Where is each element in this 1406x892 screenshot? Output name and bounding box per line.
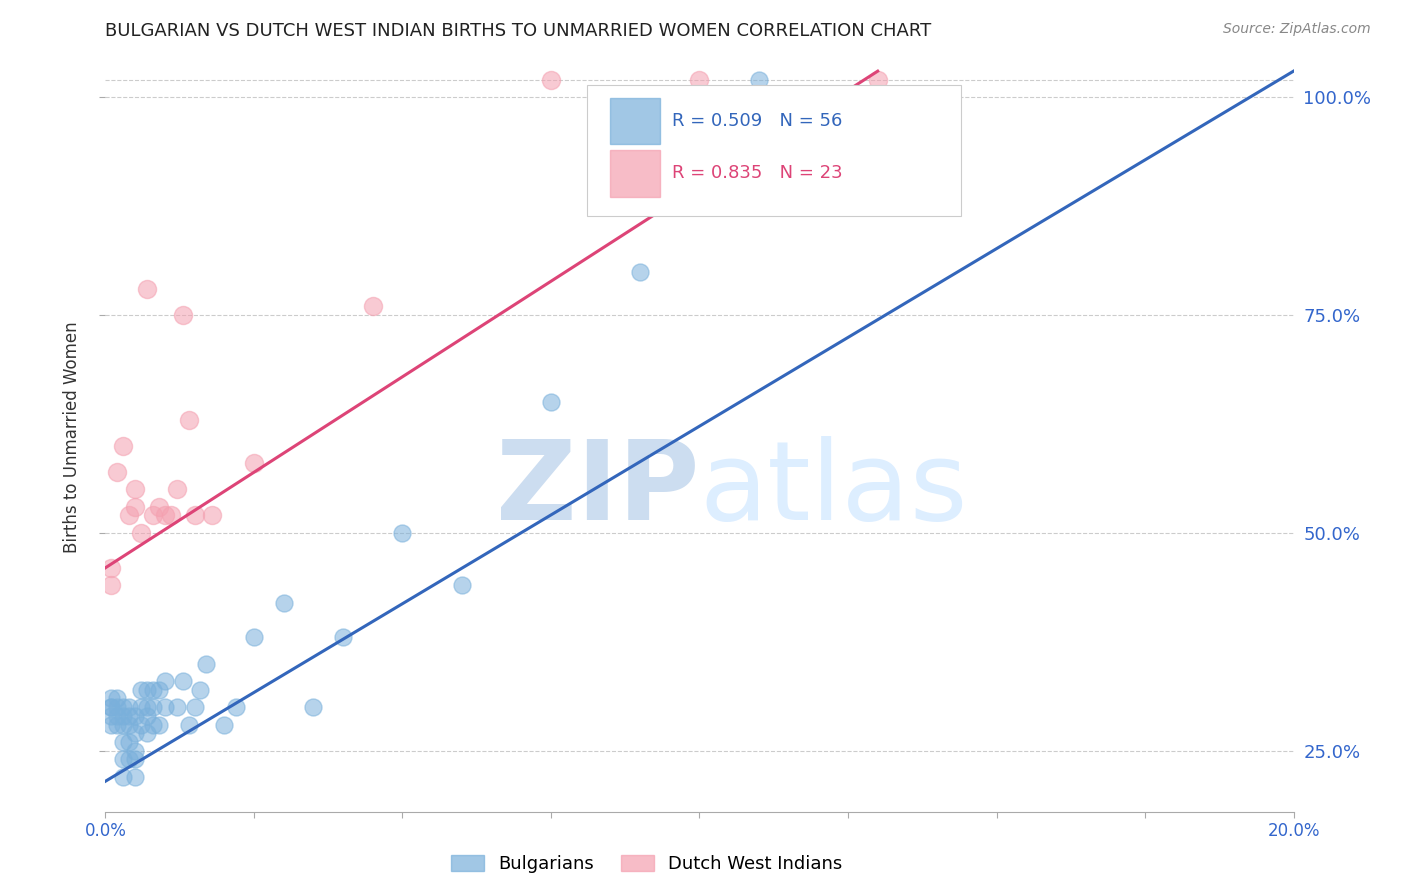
Point [100, 709, 122, 723]
Point [100, 691, 122, 706]
Point [142, 700, 165, 714]
Point [100, 717, 122, 731]
Point [153, 700, 176, 714]
Point [243, 456, 266, 470]
Text: BULGARIAN VS DUTCH WEST INDIAN BIRTHS TO UNMARRIED WOMEN CORRELATION CHART: BULGARIAN VS DUTCH WEST INDIAN BIRTHS TO… [105, 22, 932, 40]
Point [124, 744, 146, 758]
Point [332, 631, 354, 645]
Point [118, 735, 141, 749]
Point [136, 709, 159, 723]
Point [142, 682, 165, 697]
Point [201, 508, 224, 523]
Point [118, 508, 141, 523]
Point [153, 673, 176, 688]
Text: Source: ZipAtlas.com: Source: ZipAtlas.com [1223, 22, 1371, 37]
Point [124, 483, 146, 497]
Point [129, 717, 152, 731]
Point [129, 525, 152, 540]
Legend: Bulgarians, Dutch West Indians: Bulgarians, Dutch West Indians [444, 847, 849, 880]
Point [540, 395, 562, 409]
Point [225, 700, 247, 714]
Point [214, 717, 236, 731]
Point [866, 73, 889, 87]
Point [183, 508, 205, 523]
Point [105, 691, 128, 706]
Text: atlas: atlas [700, 436, 967, 543]
Point [195, 657, 218, 671]
Point [124, 500, 146, 514]
Point [105, 709, 128, 723]
Point [124, 709, 146, 723]
Point [183, 700, 205, 714]
Point [112, 735, 135, 749]
Point [112, 709, 135, 723]
Point [100, 700, 122, 714]
Point [243, 631, 266, 645]
Point [148, 717, 170, 731]
Point [540, 73, 562, 87]
Point [112, 439, 135, 453]
Point [689, 73, 711, 87]
Point [166, 700, 188, 714]
Point [172, 308, 194, 322]
Point [100, 700, 122, 714]
Point [124, 770, 146, 784]
Point [748, 73, 770, 87]
Point [159, 508, 181, 523]
Point [100, 561, 122, 575]
Point [142, 508, 165, 523]
Point [148, 682, 170, 697]
Point [172, 673, 194, 688]
Point [124, 726, 146, 740]
Point [136, 700, 159, 714]
Point [628, 264, 651, 278]
Point [142, 717, 165, 731]
Text: R = 0.509   N = 56: R = 0.509 N = 56 [672, 112, 842, 130]
Point [112, 700, 135, 714]
Point [361, 299, 384, 313]
Point [153, 508, 176, 523]
Point [118, 700, 141, 714]
Point [136, 282, 159, 296]
Point [391, 525, 413, 540]
Point [112, 770, 135, 784]
FancyBboxPatch shape [586, 85, 960, 216]
Point [124, 752, 146, 766]
Y-axis label: Births to Unmarried Women: Births to Unmarried Women [63, 321, 82, 553]
Point [118, 752, 141, 766]
Point [129, 700, 152, 714]
Point [112, 752, 135, 766]
Point [166, 483, 188, 497]
Text: R = 0.835   N = 23: R = 0.835 N = 23 [672, 164, 842, 182]
Point [105, 717, 128, 731]
Point [118, 709, 141, 723]
Point [302, 700, 325, 714]
Point [136, 726, 159, 740]
Point [105, 700, 128, 714]
Point [112, 717, 135, 731]
Point [273, 596, 295, 610]
FancyBboxPatch shape [610, 97, 661, 145]
Point [177, 717, 200, 731]
Point [148, 500, 170, 514]
Point [450, 578, 472, 592]
FancyBboxPatch shape [610, 150, 661, 196]
Point [129, 682, 152, 697]
Point [105, 465, 128, 479]
Point [118, 717, 141, 731]
Point [136, 682, 159, 697]
Text: ZIP: ZIP [496, 436, 700, 543]
Point [190, 682, 212, 697]
Point [177, 412, 200, 426]
Point [100, 578, 122, 592]
